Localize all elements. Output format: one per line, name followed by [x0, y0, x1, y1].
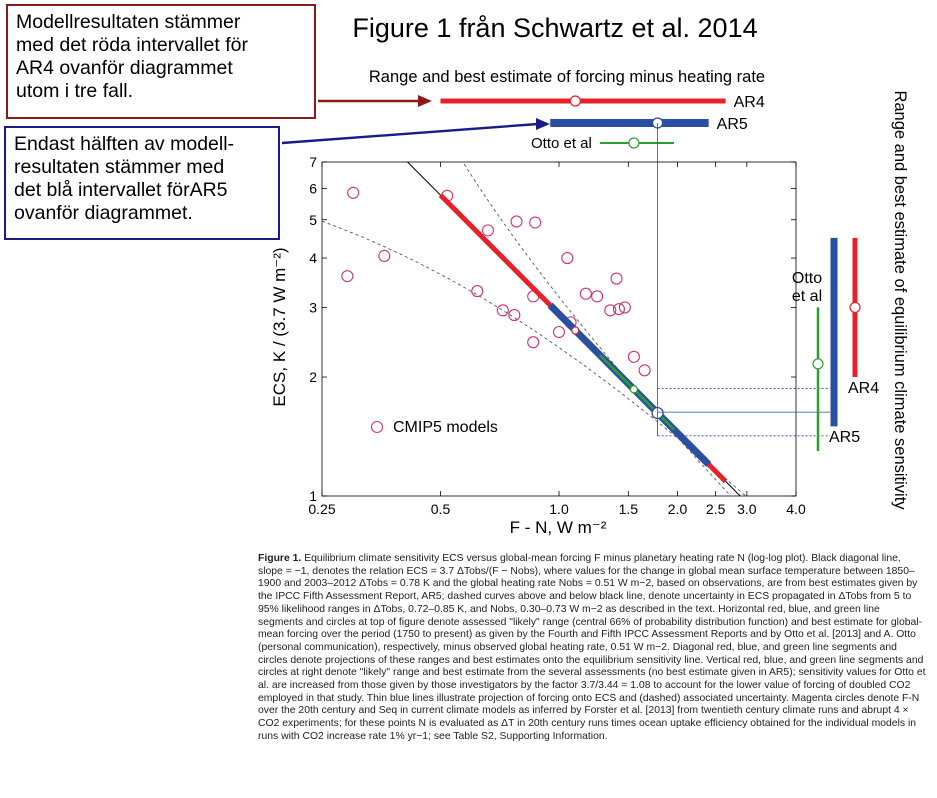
- top-range-title: Range and best estimate of forcing minus…: [369, 68, 765, 86]
- cmip5-point: [527, 336, 540, 349]
- uncertainty-lower-curve: [462, 162, 732, 496]
- legend-marker: [370, 420, 384, 434]
- cmip5-point: [481, 224, 495, 237]
- cmip5-point: [341, 270, 354, 283]
- y-tick-label: 1: [309, 488, 317, 504]
- arrow-to-ar5-head: [536, 118, 550, 130]
- callout-ar4-note: Modellresultaten stämmer med det röda in…: [6, 4, 316, 119]
- cmip5-point: [612, 303, 625, 316]
- plot-area: 0.25 0.5 1.0 1.5 2.0 2.5 3.0 4.0 1 2 3 4 5 6 7 AR4 AR5 Ot…: [308, 94, 879, 517]
- diagonal-projection-otto: [598, 354, 675, 431]
- legend-label: CMIP5 models: [393, 419, 498, 436]
- caption-label: Figure 1.: [258, 553, 302, 564]
- y-tick-label: 3: [309, 299, 317, 315]
- x-tick-label: 1.0: [549, 501, 569, 517]
- figure-caption: Figure 1. Equilibrium climate sensitivit…: [258, 553, 926, 744]
- y-tick-label: 7: [309, 154, 317, 170]
- right-range-label: Otto et al: [792, 270, 822, 305]
- right-range-label: AR4: [848, 380, 879, 397]
- plot-frame: [321, 161, 797, 497]
- cmip5-point: [561, 252, 574, 265]
- x-tick-label: 0.5: [431, 501, 451, 517]
- cmip5-point: [496, 304, 509, 317]
- caption-text: Equilibrium climate sensitivity ECS vers…: [258, 553, 926, 742]
- cmip5-point: [471, 285, 484, 298]
- x-axis-label: F - N, W m⁻²: [510, 518, 607, 537]
- top-range-label: AR5: [717, 116, 748, 133]
- cmip5-point: [591, 290, 604, 303]
- right-ecs-best: [812, 358, 824, 370]
- cmip5-point: [610, 272, 623, 285]
- y-tick-label: 4: [309, 250, 317, 266]
- callout-ar5-note: Endast hälften av modell- resultaten stä…: [4, 126, 280, 240]
- cmip5-point: [347, 186, 360, 199]
- x-tick-label: 3.0: [737, 501, 757, 517]
- cmip5-point: [552, 325, 566, 339]
- cmip5-point: [378, 249, 391, 262]
- arrow-to-ar5: [281, 122, 539, 145]
- diagonal-best-estimate: [629, 385, 639, 394]
- right-range-label-line: Otto: [792, 270, 822, 287]
- x-tick-label: 4.0: [786, 501, 806, 517]
- top-range-label: AR4: [734, 94, 765, 111]
- cmip5-point: [618, 301, 631, 314]
- x-tick-label: 0.25: [308, 501, 335, 517]
- y-tick-label: 5: [309, 212, 317, 228]
- diagonal-best-estimate: [571, 326, 580, 335]
- right-range-title: Range and best estimate of equilibrium c…: [891, 90, 909, 510]
- right-range-label-line: et al: [792, 288, 822, 305]
- y-tick-label: 6: [309, 180, 317, 196]
- x-tick-label: 1.5: [619, 501, 639, 517]
- cmip5-point: [604, 304, 617, 317]
- top-forcing-best: [628, 137, 640, 149]
- y-axis-label: ECS, K / (3.7 W m⁻²): [270, 247, 289, 406]
- arrow-to-ar4-head: [418, 95, 432, 107]
- cmip5-point: [510, 215, 523, 228]
- cmip5-point: [579, 287, 592, 300]
- figure-heading: Figure 1 från Schwartz et al. 2014: [352, 13, 757, 43]
- top-range-label: Otto et al: [531, 135, 592, 152]
- x-tick-label: 2.5: [706, 501, 726, 517]
- y-tick-label: 2: [309, 369, 317, 385]
- callout-arrows: [281, 95, 550, 145]
- cmip5-point: [627, 350, 640, 363]
- right-ecs-best: [849, 301, 861, 314]
- cmip5-point: [508, 308, 521, 322]
- x-tick-label: 2.0: [668, 501, 688, 517]
- figure-canvas: Figure 1 från Schwartz et al. 2014 Range…: [270, 13, 909, 537]
- cmip5-point: [529, 216, 542, 229]
- top-forcing-best: [569, 95, 581, 107]
- cmip5-point: [638, 364, 651, 377]
- right-range-label: AR5: [829, 429, 860, 446]
